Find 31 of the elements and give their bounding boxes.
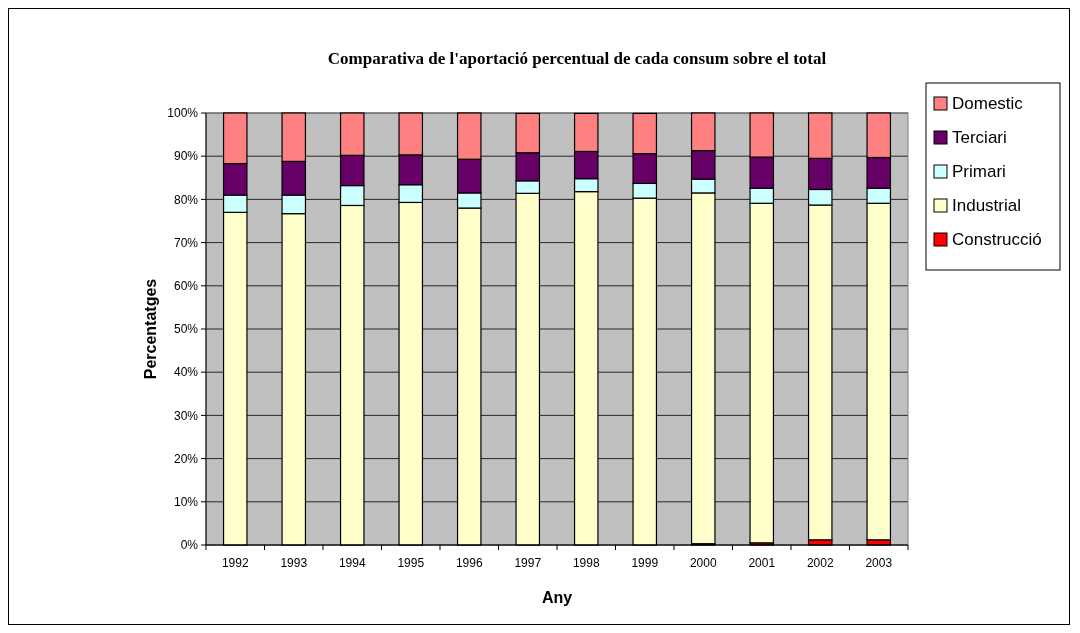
x-tick-label: 2001 <box>748 556 776 570</box>
y-tick-label: 90% <box>173 149 199 164</box>
chart-title: Comparativa de l'aportació percentual de cada consum sobre el total <box>327 49 827 68</box>
x-tick-label: 2002 <box>806 556 834 570</box>
x-axis-title: Any <box>541 589 573 606</box>
y-tick-label: 30% <box>173 408 199 423</box>
x-tick-label: 1996 <box>455 556 483 570</box>
x-tick-label: 1993 <box>280 556 308 570</box>
x-tick-label: 1999 <box>631 556 659 570</box>
x-tick-label: 2000 <box>689 556 717 570</box>
x-tick-label: 1997 <box>514 556 542 570</box>
y-tick-label: 20% <box>173 451 199 466</box>
x-tick-label: 1994 <box>338 556 366 570</box>
y-tick-label: 80% <box>173 192 199 207</box>
y-tick-label: 70% <box>173 235 199 250</box>
legend-label: Construcció <box>952 230 1042 249</box>
y-tick-label: 60% <box>173 279 199 293</box>
y-tick-label: 50% <box>173 322 199 337</box>
y-tick-label: 40% <box>173 365 199 380</box>
y-tick-label: 0% <box>180 538 199 553</box>
y-tick-label: 10% <box>173 495 199 509</box>
x-tick-label: 1998 <box>572 556 600 570</box>
legend-label: Domestic <box>952 94 1024 113</box>
legend-label: Industrial <box>952 196 1021 215</box>
x-tick-label: 1992 <box>221 556 249 570</box>
x-tick-label: 2003 <box>865 556 893 570</box>
legend-label: Terciari <box>952 128 1007 147</box>
y-axis-title: Percentatges <box>142 278 159 380</box>
y-tick-label: 100% <box>167 106 199 121</box>
legend-label: Primari <box>952 162 1006 181</box>
x-tick-label: 1995 <box>397 556 425 570</box>
